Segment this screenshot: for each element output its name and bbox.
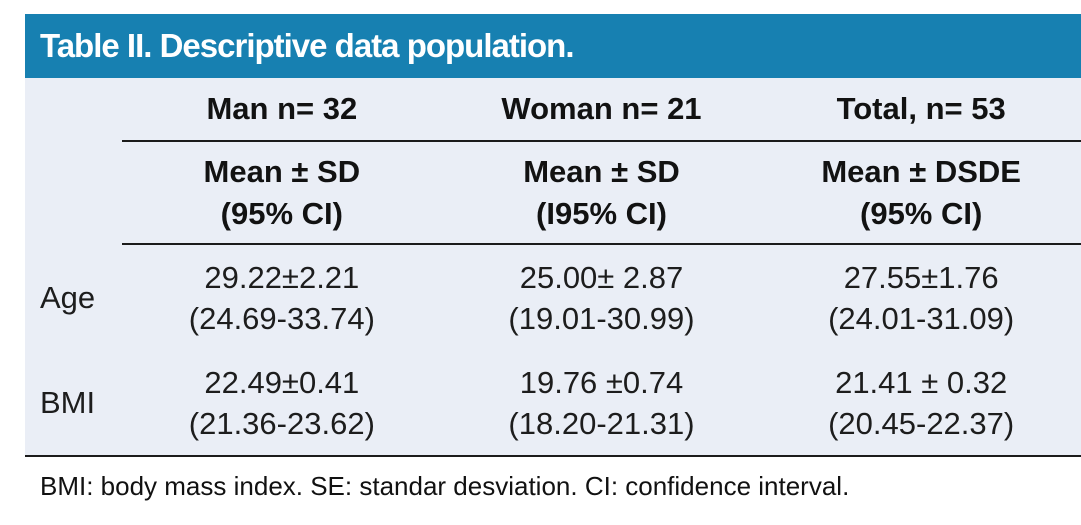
cell-age-woman: 25.00± 2.87 (19.01-30.99) <box>442 245 762 350</box>
corner-cell <box>25 78 122 142</box>
subheader-man-line1: Mean ± SD <box>203 153 361 189</box>
column-header-woman: Woman n= 21 <box>441 78 762 142</box>
column-header-total: Total, n= 53 <box>761 78 1081 142</box>
cell-age-man: 29.22±2.21 (24.69-33.74) <box>122 245 442 350</box>
table-container: Table II. Descriptive data population. M… <box>25 14 1081 457</box>
table-title: Table II. Descriptive data population. <box>40 27 574 64</box>
cell-bmi-man: 22.49±0.41 (21.36-23.62) <box>122 350 442 455</box>
cell-age-total-mean: 27.55±1.76 <box>843 259 999 295</box>
cell-age-man-mean: 29.22±2.21 <box>204 259 360 295</box>
cell-bmi-man-mean: 22.49±0.41 <box>204 364 360 400</box>
column-header-man: Man n= 32 <box>122 78 442 142</box>
cell-bmi-total-mean: 21.41 ± 0.32 <box>835 364 1008 400</box>
cell-age-total-ci: (24.01-31.09) <box>828 300 1015 336</box>
subheader-total-line2: (95% CI) <box>860 195 983 231</box>
cell-bmi-woman-ci: (18.20-21.31) <box>508 405 695 441</box>
row-label-bmi: BMI <box>40 384 96 420</box>
cell-bmi-woman: 19.76 ±0.74 (18.20-21.31) <box>442 350 762 455</box>
cell-bmi-total: 21.41 ± 0.32 (20.45-22.37) <box>761 350 1081 455</box>
cell-age-woman-ci: (19.01-30.99) <box>508 300 695 336</box>
cell-age-man-ci: (24.69-33.74) <box>188 300 375 336</box>
table-footnote: BMI: body mass index. SE: standar desvia… <box>40 471 850 501</box>
cell-age-total: 27.55±1.76 (24.01-31.09) <box>761 245 1081 350</box>
subheader-spacer-cell <box>25 142 122 245</box>
subheader-total: Mean ± DSDE (95% CI) <box>761 142 1081 245</box>
subheader-woman: Mean ± SD (I95% CI) <box>441 142 762 245</box>
cell-bmi-total-ci: (20.45-22.37) <box>828 405 1015 441</box>
row-label-age: Age <box>40 279 96 315</box>
cell-age-woman-mean: 25.00± 2.87 <box>519 259 684 295</box>
subheader-man-line2: (95% CI) <box>220 195 343 231</box>
table-body: Man n= 32 Woman n= 21 Total, n= 53 Mean … <box>25 78 1081 457</box>
cell-bmi-man-ci: (21.36-23.62) <box>188 405 375 441</box>
subheader-total-line1: Mean ± DSDE <box>821 153 1021 189</box>
cell-bmi-woman-mean: 19.76 ±0.74 <box>519 364 684 400</box>
subheader-man: Mean ± SD (95% CI) <box>122 142 442 245</box>
subheader-woman-line2: (I95% CI) <box>536 195 667 231</box>
table-title-bar: Table II. Descriptive data population. <box>25 14 1081 78</box>
subheader-woman-line1: Mean ± SD <box>523 153 680 189</box>
